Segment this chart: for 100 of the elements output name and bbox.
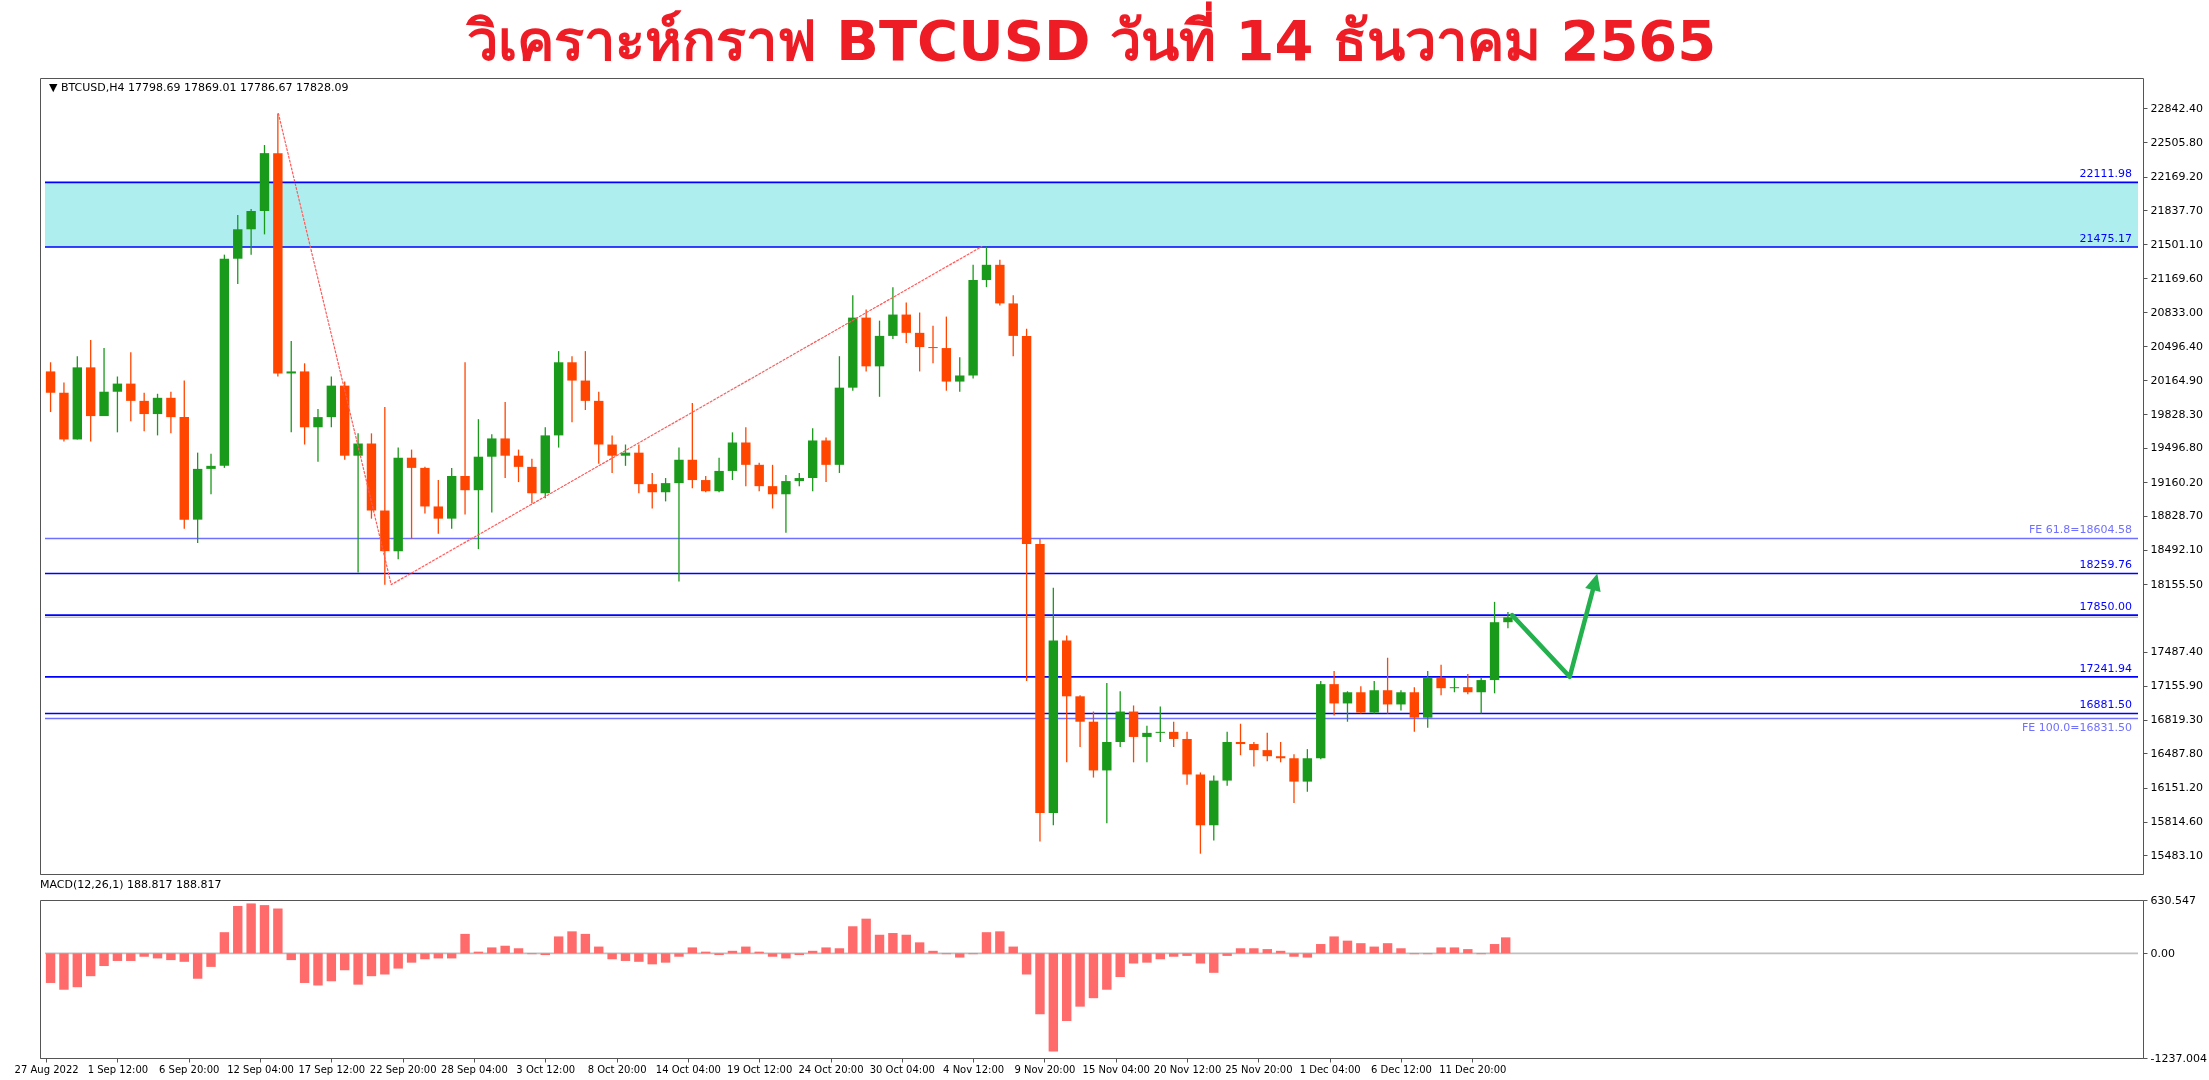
bar [72, 953, 83, 988]
bar [888, 933, 898, 954]
bar [1289, 953, 1299, 957]
bar [179, 953, 189, 962]
bar [1262, 949, 1272, 954]
bar [1356, 943, 1366, 954]
bar [861, 918, 871, 954]
bar [299, 953, 310, 983]
bar [955, 953, 965, 958]
x-tick-label: 6 Sep 20:00 [159, 1063, 220, 1075]
x-tick-label: 22 Sep 20:00 [369, 1063, 437, 1075]
candlestick [487, 433, 497, 514]
x-tick-label: 6 Dec 12:00 [1371, 1063, 1432, 1075]
y-tick-label: 15814.60 [2150, 815, 2203, 829]
bar [1102, 953, 1112, 990]
bar [660, 953, 671, 963]
ref-line-label: 21475.17 [2079, 232, 2132, 246]
candlestick [513, 448, 524, 483]
bar [1316, 944, 1326, 954]
bar [1088, 953, 1099, 999]
x-tick-label: 20 Nov 12:00 [1153, 1063, 1222, 1075]
x-tick-label: 4 Nov 12:00 [943, 1063, 1005, 1075]
y-tick-label: 21501.10 [2150, 237, 2203, 251]
candlestick [955, 356, 965, 393]
bar [233, 905, 243, 954]
chart-title: วิเคราะห์กราฟ BTCUSD วันที่ 14 ธันวาคม 2565 [465, 1, 1717, 73]
candlestick [1382, 657, 1393, 715]
ref-line-label: 22111.98 [2079, 167, 2132, 181]
bar [634, 953, 644, 962]
ref-line-label: 17241.94 [2079, 661, 2132, 675]
x-tick-label: 30 Oct 04:00 [869, 1063, 935, 1075]
x-tick-label: 28 Sep 04:00 [441, 1063, 508, 1075]
bar [1396, 948, 1406, 954]
bar [246, 903, 256, 954]
x-tick-label: 15 Nov 04:00 [1082, 1063, 1150, 1075]
candlestick [1275, 741, 1286, 763]
candlestick [981, 245, 992, 288]
bar [1035, 953, 1045, 1015]
bar [1075, 953, 1085, 1007]
bar [59, 953, 69, 990]
bar [406, 953, 417, 963]
x-tick-label: 27 Aug 2022 [14, 1063, 79, 1075]
x-tick-label: 19 Oct 12:00 [727, 1063, 793, 1075]
candlestick [714, 457, 724, 493]
candlestick [620, 443, 631, 467]
bar [259, 905, 270, 954]
candlestick [580, 350, 591, 411]
candlestick [1329, 670, 1339, 717]
y-tick-label: 21169.60 [2150, 271, 2203, 285]
bar [273, 908, 283, 954]
bar [1128, 953, 1139, 964]
candlestick [660, 477, 671, 503]
bar [192, 953, 203, 979]
bar [741, 946, 751, 954]
y-tick-label: 16487.80 [2150, 746, 2203, 760]
candlestick [152, 393, 163, 437]
candlestick [246, 208, 256, 256]
bar [981, 932, 992, 954]
bar [45, 953, 56, 983]
y-tick-label: 18155.50 [2150, 577, 2203, 591]
bar [513, 948, 524, 954]
candlestick [647, 472, 657, 510]
candlestick [754, 462, 764, 492]
ref-line-label: FE 100.0=16831.50 [2022, 720, 2132, 734]
bar [152, 953, 163, 959]
y-tick-label: 20833.00 [2150, 305, 2203, 319]
candlestick [781, 474, 791, 534]
bar [1436, 947, 1446, 954]
bar [620, 953, 631, 961]
y-tick-label: 15483.10 [2150, 848, 2203, 862]
bar [380, 953, 390, 975]
candlestick [166, 391, 176, 435]
bar [1222, 953, 1232, 956]
x-tick-label: 8 Oct 20:00 [587, 1063, 647, 1075]
candlestick [1235, 723, 1246, 756]
bar [1182, 953, 1192, 956]
y-tick-label: 21837.70 [2150, 203, 2203, 217]
candlestick [674, 446, 684, 583]
candlestick [1503, 611, 1513, 629]
y-tick-label: 17487.40 [2150, 645, 2203, 659]
candlestick [1369, 680, 1379, 715]
bar [1062, 953, 1072, 1022]
y-tick-label: 22505.80 [2150, 135, 2203, 149]
bar [420, 953, 430, 960]
bar [126, 953, 136, 961]
candlestick [206, 453, 216, 495]
bar [393, 953, 403, 969]
bar [112, 953, 123, 961]
candlestick [607, 434, 617, 474]
bar [1449, 947, 1460, 954]
x-tick-label: 25 Nov 20:00 [1225, 1063, 1293, 1075]
candlestick [1463, 673, 1473, 695]
bar [1209, 953, 1219, 973]
bar [99, 953, 109, 967]
ref-line-label: 17850.00 [2079, 600, 2132, 614]
y-tick-label: 22169.20 [2150, 170, 2203, 184]
candlestick [286, 340, 296, 433]
bar [1342, 940, 1353, 954]
bar [1302, 953, 1313, 958]
bar [139, 953, 149, 957]
